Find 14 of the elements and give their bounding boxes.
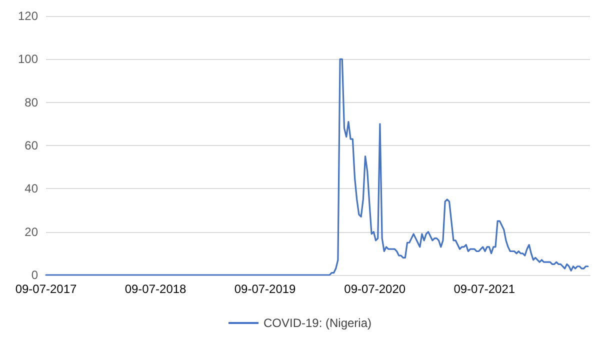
y-tick-label: 60 bbox=[24, 138, 38, 152]
y-tick-label: 40 bbox=[24, 182, 38, 196]
y-tick-label: 100 bbox=[18, 52, 38, 66]
y-tick-label: 80 bbox=[24, 95, 38, 110]
x-tick-label: 09-07-2017 bbox=[15, 282, 78, 296]
x-tick-label: 09-07-2019 bbox=[234, 282, 296, 296]
x-tick-label: 09-07-2021 bbox=[454, 282, 516, 296]
x-tick-label: 09-07-2018 bbox=[124, 282, 187, 296]
x-tick-label: 09-07-2020 bbox=[344, 282, 406, 296]
y-tick-label: 20 bbox=[24, 224, 38, 239]
line-series bbox=[45, 58, 589, 276]
legend-label: COVID-19: (Nigeria) bbox=[263, 316, 372, 330]
y-tick-label: 120 bbox=[18, 9, 38, 23]
y-tick-label: 0 bbox=[31, 268, 38, 282]
